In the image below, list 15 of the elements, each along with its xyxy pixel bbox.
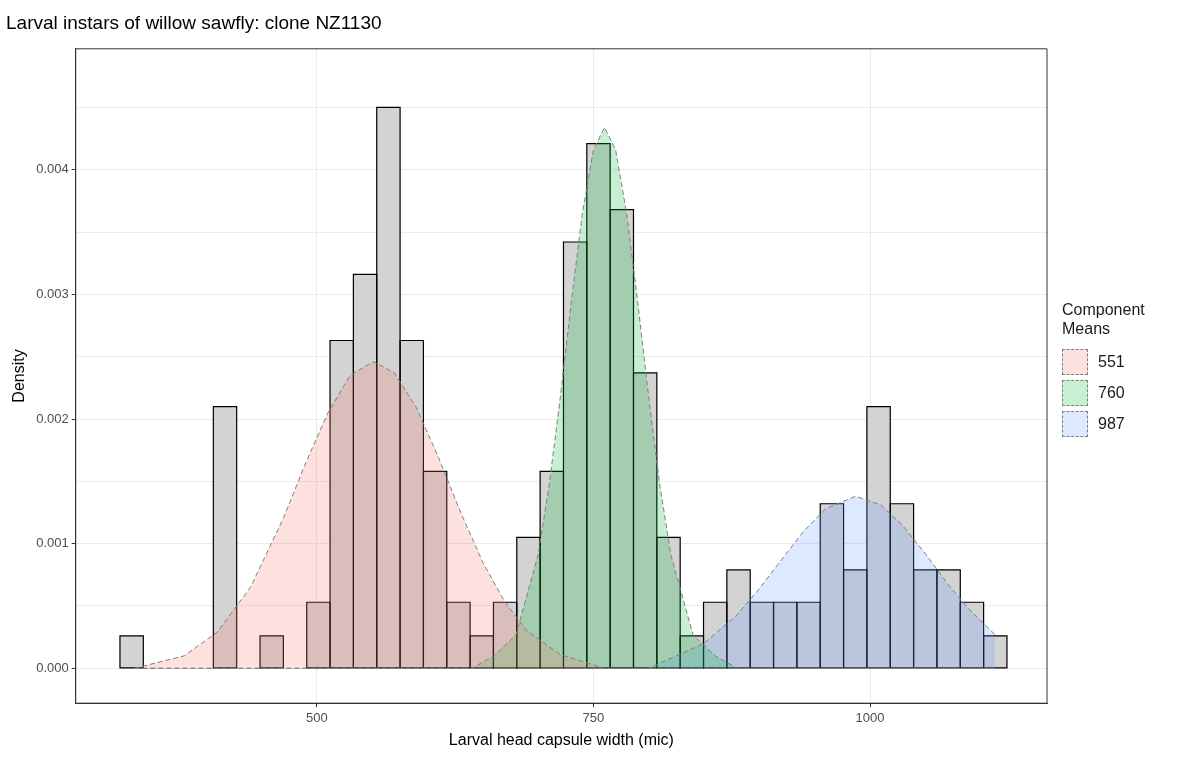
y-tick-label: 0.003	[36, 285, 69, 301]
y-tick-label: 0.002	[36, 410, 69, 426]
x-tick-label: 1000	[855, 709, 885, 725]
legend-title: Component Means	[1062, 300, 1146, 338]
legend-label: 987	[1098, 414, 1125, 433]
legend-label: 551	[1098, 352, 1125, 371]
legend-label: 760	[1098, 383, 1125, 402]
chart-title: Larval instars of willow sawfly: clone NZ1130	[6, 11, 382, 33]
y-tick-label: 0.004	[36, 161, 69, 177]
x-axis-title: Larval head capsule width (mic)	[448, 730, 674, 748]
y-axis-title: Density	[10, 349, 28, 403]
x-tick-label: 500	[306, 709, 328, 725]
y-tick-label: 0.001	[36, 535, 69, 551]
y-tick-label: 0.000	[36, 659, 69, 675]
x-tick-label: 750	[582, 709, 605, 725]
